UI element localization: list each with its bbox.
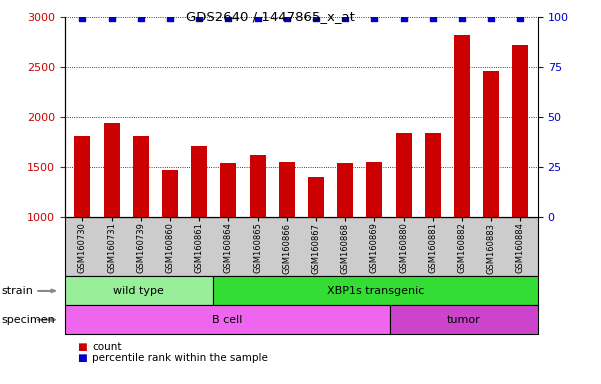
Point	[370, 15, 379, 22]
Point	[340, 15, 350, 22]
Point	[136, 15, 145, 22]
Point	[516, 15, 525, 22]
Bar	[512, 45, 528, 217]
Bar	[425, 133, 441, 217]
Point	[194, 15, 204, 22]
Point	[224, 15, 233, 22]
Text: ■: ■	[77, 353, 87, 363]
Text: percentile rank within the sample: percentile rank within the sample	[92, 353, 268, 363]
Point	[399, 15, 409, 22]
Text: wild type: wild type	[114, 286, 164, 296]
Point	[253, 15, 263, 22]
Text: tumor: tumor	[447, 314, 481, 325]
Text: strain: strain	[2, 286, 34, 296]
Point	[282, 15, 291, 22]
Bar	[367, 162, 382, 217]
Text: XBP1s transgenic: XBP1s transgenic	[326, 286, 424, 296]
Text: specimen: specimen	[2, 314, 55, 325]
Point	[165, 15, 175, 22]
Bar	[75, 136, 91, 217]
Bar	[191, 146, 207, 217]
Point	[457, 15, 467, 22]
Bar	[279, 162, 295, 217]
Point	[311, 15, 321, 22]
Point	[107, 15, 117, 22]
Bar	[133, 136, 149, 217]
Bar	[162, 170, 178, 217]
Bar	[337, 163, 353, 217]
Point	[428, 15, 438, 22]
Text: count: count	[92, 342, 121, 352]
Bar	[395, 133, 412, 217]
Text: GDS2640 / 1447865_x_at: GDS2640 / 1447865_x_at	[186, 10, 355, 23]
Bar	[249, 155, 266, 217]
Bar	[483, 71, 499, 217]
Bar	[454, 35, 470, 217]
Point	[78, 15, 87, 22]
Bar	[308, 177, 324, 217]
Text: ■: ■	[77, 342, 87, 352]
Bar	[221, 163, 236, 217]
Text: B cell: B cell	[212, 314, 243, 325]
Bar	[103, 123, 120, 217]
Point	[486, 15, 496, 22]
